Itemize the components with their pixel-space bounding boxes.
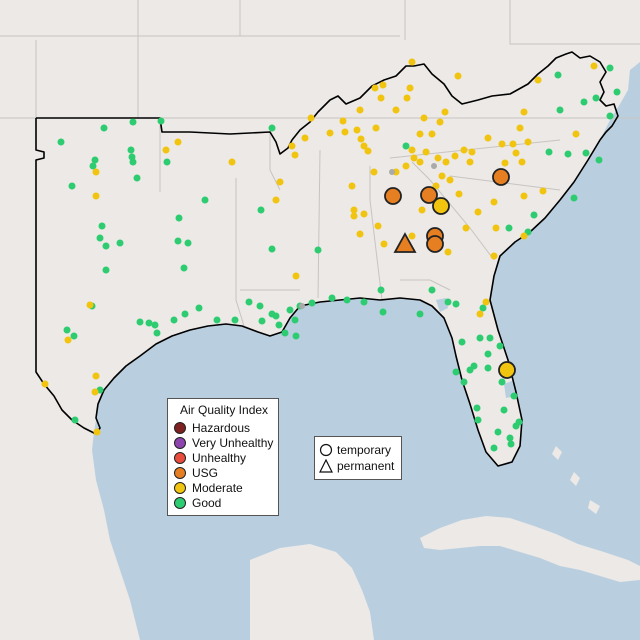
- temporary-monitors: [384, 168, 516, 379]
- moderate-sites: [41, 58, 598, 436]
- land-yucatan: [250, 544, 374, 640]
- legend-label: Moderate: [192, 481, 243, 495]
- legend-label: Very Unhealthy: [192, 436, 274, 450]
- circle-icon: [319, 443, 333, 457]
- unhealthy-dot: [174, 452, 186, 464]
- legend-label: Hazardous: [192, 421, 251, 435]
- monitor-type-legend: temporary permanent: [314, 436, 402, 480]
- legend-item-unhealthy: Unhealthy: [174, 451, 246, 465]
- aqi-legend-title: Air Quality Index: [180, 403, 269, 417]
- legend-label: permanent: [337, 459, 395, 473]
- hazardous-dot: [174, 422, 186, 434]
- no-data-sites: [299, 163, 437, 309]
- good-dot: [174, 497, 186, 509]
- very-unhealthy-dot: [174, 437, 186, 449]
- permanent-monitor: [393, 232, 417, 253]
- legend-label: Unhealthy: [192, 451, 247, 465]
- usg-dot: [174, 467, 186, 479]
- land-bahamas: [552, 446, 600, 514]
- legend-item-good: Good: [174, 496, 221, 510]
- legend-label: Good: [192, 496, 222, 510]
- land-cuba: [420, 516, 640, 582]
- triangle-icon: [319, 459, 333, 473]
- legend-label: temporary: [337, 443, 392, 457]
- aqi-legend: Air Quality Index Hazardous Very Unhealt…: [167, 398, 279, 516]
- legend-item-moderate: Moderate: [174, 481, 243, 495]
- legend-item-permanent: permanent: [319, 459, 394, 473]
- region-border: [35, 51, 619, 467]
- legend-item-very-unhealthy: Very Unhealthy: [174, 436, 273, 450]
- legend-item-temporary: temporary: [319, 443, 391, 457]
- legend-item-usg: USG: [174, 466, 218, 480]
- legend-item-hazardous: Hazardous: [174, 421, 250, 435]
- legend-label: USG: [192, 466, 219, 480]
- good-sites: [57, 64, 621, 452]
- moderate-dot: [174, 482, 186, 494]
